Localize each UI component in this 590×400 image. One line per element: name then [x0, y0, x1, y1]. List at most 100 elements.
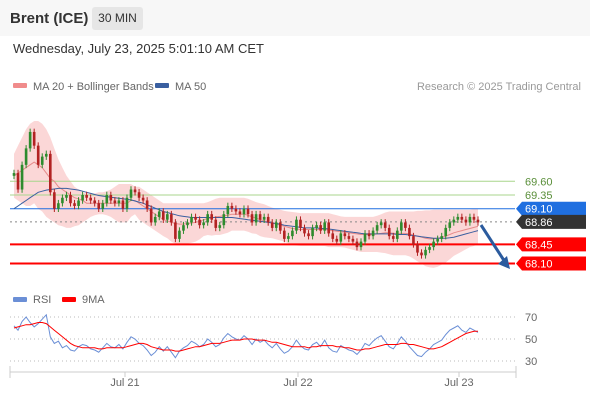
candle-body: [153, 216, 157, 223]
candle-body: [12, 173, 16, 176]
candle-body: [452, 219, 456, 223]
candle-body: [460, 216, 464, 220]
candle-body: [363, 233, 367, 242]
candle-body: [77, 200, 80, 206]
candle-body: [315, 225, 318, 228]
candle-body: [307, 233, 310, 237]
candle-body: [283, 230, 286, 239]
ma50-legend-label: MA 50: [175, 81, 206, 93]
candle-body: [278, 222, 282, 231]
level-tag-label: 69.35: [525, 190, 553, 202]
candle-body: [299, 219, 302, 228]
ma9-legend-swatch: [62, 297, 76, 302]
candle-body: [432, 241, 435, 248]
candle-body: [424, 249, 427, 256]
candle-body: [387, 227, 391, 237]
candle-body: [206, 214, 209, 223]
candle-body: [44, 153, 48, 157]
candle-body: [226, 205, 230, 215]
candle-body: [125, 197, 129, 209]
candle-body: [93, 200, 97, 204]
candle-body: [36, 145, 40, 165]
ma20-legend-swatch: [13, 83, 27, 88]
level-tag-label: 69.10: [525, 204, 553, 216]
candle-body: [137, 192, 141, 198]
candle-body: [222, 214, 226, 226]
candle-body: [319, 225, 322, 231]
interval-button[interactable]: 30 MIN: [92, 7, 143, 30]
forecast-arrow-line: [479, 224, 507, 263]
candle-body: [291, 230, 294, 237]
candle-body: [327, 222, 331, 234]
candle-body: [89, 197, 92, 201]
candle-body: [472, 216, 476, 220]
candle-body: [335, 238, 339, 242]
candle-body: [157, 211, 161, 217]
candle-body: [456, 216, 460, 220]
level-tag-bg: [516, 201, 586, 216]
candle-body: [311, 227, 314, 237]
candle-body: [218, 225, 222, 228]
candle-body: [266, 216, 270, 223]
candle-body: [32, 131, 36, 146]
candle-body: [367, 233, 371, 237]
rsi-tick-label: 70: [525, 312, 537, 324]
level-tag-label: 69.60: [525, 176, 553, 188]
level-tag-bg: [516, 214, 586, 229]
candle-body: [105, 195, 109, 204]
candle-body: [170, 214, 173, 223]
x-tick-label: Jul 21: [110, 377, 139, 389]
candle-body: [440, 236, 443, 239]
candle-body: [97, 203, 101, 209]
candle-body: [303, 227, 306, 234]
candle-body: [246, 208, 250, 215]
instrument-title: Brent (ICE): [10, 10, 89, 27]
candle-body: [113, 200, 117, 204]
candle-body: [238, 211, 242, 215]
candle-body: [250, 214, 254, 223]
candle-body: [16, 173, 20, 190]
candle-body: [468, 216, 472, 223]
candle-body: [254, 214, 258, 223]
candle-body: [464, 219, 468, 223]
ma50-line: [13, 187, 479, 239]
candle-body: [174, 222, 177, 239]
candle-body: [109, 195, 113, 201]
datetime-label: Wednesday, July 23, 2025 5:01:10 AM CET: [13, 41, 264, 56]
candle-body: [323, 222, 326, 231]
legend: MA 20 + Bollinger Bands MA 50 Research ©…: [13, 81, 581, 93]
candle-body: [145, 200, 149, 209]
candle-body: [404, 222, 407, 228]
price-levels: [10, 180, 515, 265]
candle-body: [258, 214, 262, 220]
rsi-tick-label: 30: [525, 356, 537, 368]
ma9-legend-label: 9MA: [82, 294, 105, 306]
candle-body: [182, 225, 185, 231]
candle-body: [383, 222, 387, 228]
candle-body: [141, 197, 145, 201]
rsi-tick-label: 50: [525, 334, 537, 346]
candle-body: [178, 230, 181, 239]
candle-body: [49, 153, 52, 193]
candle-body: [234, 208, 238, 212]
bollinger-area: [14, 121, 478, 268]
candle-body: [161, 211, 165, 220]
candle-body: [202, 222, 205, 226]
candle-body: [391, 236, 395, 239]
bollinger-band: [14, 121, 478, 268]
candle-body: [57, 203, 60, 209]
candle-body: [412, 236, 415, 245]
candle-body: [85, 195, 88, 198]
candle-body: [73, 203, 76, 206]
candle-body: [351, 238, 355, 242]
candle-body: [448, 222, 452, 228]
candle-body: [117, 200, 121, 204]
level-tag-label: 68.10: [525, 259, 553, 271]
candle-body: [371, 230, 375, 237]
candle-body: [20, 164, 24, 190]
candle-body: [375, 225, 379, 231]
x-tick-label: Jul 23: [444, 377, 473, 389]
candle-body: [270, 222, 274, 228]
